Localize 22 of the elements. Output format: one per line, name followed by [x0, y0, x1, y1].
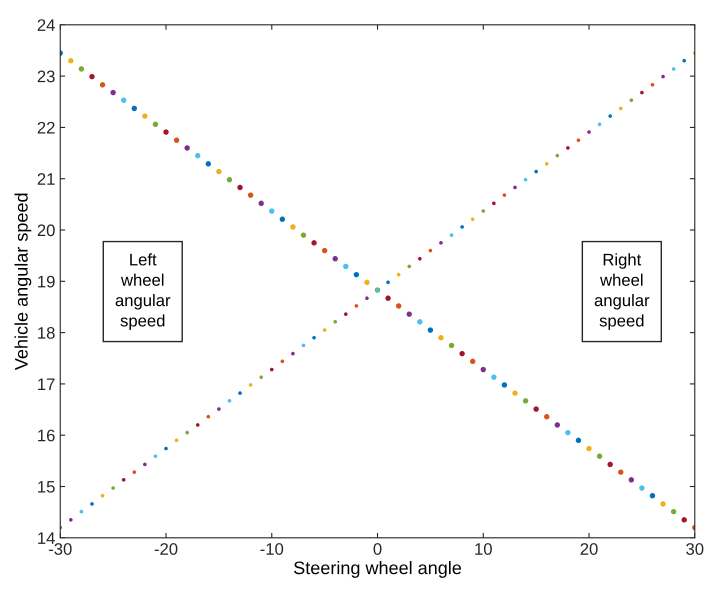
y-tick-label: 22 [38, 122, 55, 134]
y-tick-label: 19 [38, 276, 55, 288]
annotation: Left wheel angular speed [116, 253, 170, 330]
y-tick-label: 17 [38, 378, 55, 390]
y-axis-title: Vehicle angular speed [14, 194, 32, 370]
x-tick-label: 0 [374, 543, 382, 555]
annotation: Right wheel angular speed [594, 253, 650, 330]
y-tick-label: 14 [38, 532, 55, 544]
y-tick-label: 20 [38, 224, 55, 236]
x-tick-label: -10 [260, 543, 284, 555]
x-tick-label: -30 [48, 543, 72, 555]
x-axis-title: Steering wheel angle [294, 560, 462, 578]
y-tick-label: 23 [38, 70, 55, 82]
x-tick-label: 30 [686, 543, 704, 555]
y-tick-label: 16 [38, 430, 55, 442]
x-tick-label: 10 [475, 543, 492, 555]
y-tick-label: 21 [38, 173, 55, 185]
y-tick-label: 24 [38, 19, 55, 31]
y-tick-label: 18 [38, 327, 55, 339]
x-tick-label: -20 [154, 543, 178, 555]
x-tick-label: 20 [580, 543, 598, 555]
y-tick-label: 15 [38, 481, 55, 493]
